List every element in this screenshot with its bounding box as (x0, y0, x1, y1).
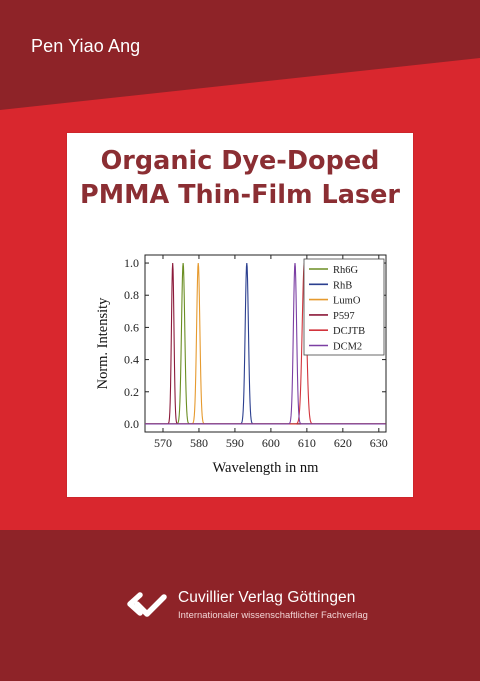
legend-label: DCJTB (333, 326, 365, 337)
series-line-dcm2 (145, 262, 386, 425)
x-tick-label: 590 (226, 436, 244, 450)
title-line-1: Organic Dye-Doped (100, 146, 380, 176)
y-tick-label: 0.6 (124, 320, 139, 334)
publisher-subtitle: Internationaler wissenschaftlicher Fachv… (178, 609, 368, 620)
title-line-2: PMMA Thin-Film Laser (80, 180, 400, 210)
plot-frame (144, 254, 387, 433)
legend-label: LumO (333, 296, 361, 307)
legend-label: P597 (333, 311, 355, 322)
x-tick-label: 620 (334, 436, 352, 450)
y-tick-label: 0.4 (124, 353, 139, 367)
publisher-name: Cuvillier Verlag Göttingen (178, 589, 356, 606)
x-axis-label: Wavelength in nm (213, 460, 320, 476)
x-tick-label: 610 (298, 436, 316, 450)
legend-label: Rh6G (333, 265, 359, 276)
legend-label: DCM2 (333, 342, 362, 353)
y-tick-label: 1.0 (124, 256, 139, 270)
legend-box (303, 258, 385, 356)
legend-label: RhB (333, 280, 352, 291)
spectrum-chart: 570 580 590 600 610 620 630 0.0 0.2 0.4 0.6 0.8 1.0 W… (95, 254, 388, 476)
cuvillier-logo-icon (127, 592, 167, 617)
x-tick-label: 600 (262, 436, 280, 450)
author-name: Pen Yiao Ang (31, 36, 141, 56)
y-tick-label: 0.8 (124, 288, 139, 302)
x-tick-label: 630 (370, 436, 388, 450)
cover-panel: Organic Dye-Doped PMMA Thin-Film Laser 5… (67, 133, 413, 497)
y-tick-label: 0.0 (124, 417, 139, 431)
x-tick-label: 580 (190, 436, 208, 450)
y-tick-label: 0.2 (124, 385, 139, 399)
footer-band (0, 530, 480, 681)
y-axis-label: Norm. Intensity (95, 297, 111, 390)
x-tick-label: 570 (154, 436, 172, 450)
